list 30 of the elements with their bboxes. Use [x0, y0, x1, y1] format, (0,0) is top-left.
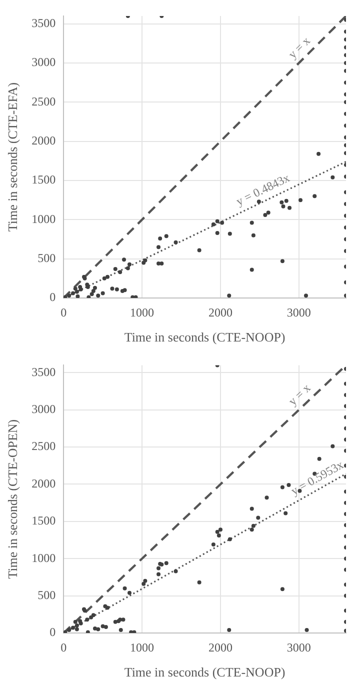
x-tick-label: 2000 [208, 640, 232, 654]
y-tick-label: 3500 [32, 16, 56, 30]
annotation: y = x [286, 380, 314, 408]
y-tick-label: 500 [38, 588, 56, 602]
x-tick-label: 0 [60, 640, 67, 654]
x-tick-label: 3000 [286, 305, 311, 320]
x-tick-label: 3000 [286, 640, 311, 654]
y-tick-label: 2500 [32, 439, 56, 454]
x-tick-label: 1000 [130, 305, 154, 320]
y-tick-label: 2000 [32, 133, 56, 148]
y-tick-label: 3500 [32, 364, 56, 379]
y-axis-title: Time in seconds (CTE-EFA) [5, 82, 20, 232]
y-tick-label: 3000 [32, 402, 56, 416]
x-tick-label: 1000 [130, 640, 154, 654]
y-tick-label: 0 [50, 625, 56, 640]
x-tick-label: 2000 [208, 305, 232, 320]
y-tick-label: 1000 [32, 550, 56, 565]
y-tick-label: 1000 [32, 212, 56, 226]
y-tick-label: 0 [50, 290, 56, 304]
y-tick-label: 2500 [32, 94, 56, 108]
y-tick-label: 3000 [32, 55, 56, 70]
x-axis-title: Time in seconds (CTE-NOOP) [124, 664, 286, 680]
y-axis-title: Time in seconds (CTE-OPEN) [5, 419, 20, 579]
x-axis-title: Time in seconds (CTE-NOOP) [124, 330, 286, 345]
y-tick-label: 1500 [32, 514, 56, 528]
y-tick-label: 500 [38, 250, 56, 265]
y-tick-label: 1500 [32, 172, 56, 187]
x-tick-label: 0 [60, 305, 67, 320]
y-tick-label: 2000 [32, 476, 56, 490]
annotation: y = x [285, 34, 313, 62]
